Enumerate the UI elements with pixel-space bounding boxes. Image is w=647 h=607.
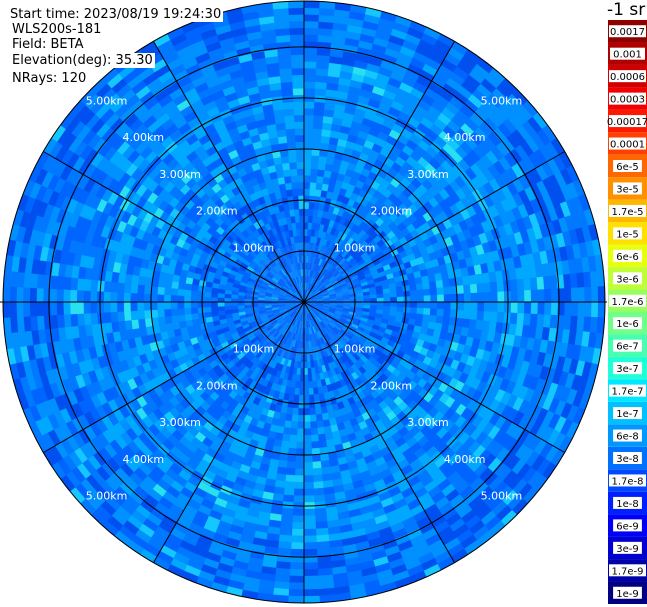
colorbar-tick-label: 0.0003 (610, 95, 645, 106)
colorbar-tick-label: 1.7e-5 (611, 207, 643, 218)
range-ring-label: 5.00km (481, 94, 523, 107)
range-ring-label: 3.00km (407, 168, 449, 181)
colorbar-tick-label: 6e-8 (616, 432, 639, 443)
colorbar-tick-label: 1.7e-9 (611, 566, 643, 577)
range-ring-label: 1.00km (233, 343, 275, 356)
colorbar-tick-label: 1e-6 (616, 319, 639, 330)
radial-line (153, 301, 305, 563)
range-ring-label: 2.00km (370, 379, 412, 392)
colorbar-tick-label: 6e-9 (616, 521, 639, 532)
radial-line (303, 301, 565, 453)
colorbar-tick-label: 1.7e-8 (611, 476, 643, 487)
colorbar-tick-label: 3e-8 (616, 454, 639, 465)
range-ring-label: 4.00km (444, 131, 486, 144)
colorbar-tick-label: 0.0017 (610, 27, 645, 38)
colorbar-tick-label: 0.001 (613, 50, 642, 61)
colorbar-tick-label: 0.0006 (610, 72, 645, 83)
colorbar-tick-label: 3e-5 (616, 184, 639, 195)
range-ring-label: 3.00km (407, 416, 449, 429)
elevation-label: Elevation(deg): 35.30 (10, 53, 155, 68)
colorbar-tick-label: 3e-7 (616, 364, 639, 375)
device-label: WLS200s-181 (12, 22, 102, 37)
range-ring-label: 4.00km (122, 131, 164, 144)
start-time-label: Start time: 2023/08/19 19:24:30 (8, 7, 224, 22)
range-ring-label: 1.00km (233, 241, 275, 254)
radial-line (43, 151, 305, 303)
range-ring-label: 4.00km (444, 453, 486, 466)
range-ring-label: 1.00km (334, 343, 376, 356)
range-ring-label: 2.00km (196, 379, 238, 392)
radial-line (303, 41, 455, 303)
colorbar: 1e-9 1.7e-9 3e-9 6e-9 1e-8 1.7e-8 3e-8 6e-8 1e-7… (607, 20, 647, 604)
range-ring-label: 5.00km (86, 94, 128, 107)
colorbar-tick-label: 6e-6 (616, 252, 639, 263)
colorbar-tick-label: 1.7e-7 (611, 387, 643, 398)
radial-line (303, 151, 565, 303)
radial-line (153, 41, 305, 303)
colorbar-tick-label: 1.7e-6 (611, 297, 643, 308)
range-ring-label: 3.00km (159, 416, 201, 429)
range-ring-label: 5.00km (481, 490, 523, 503)
range-ring-labels: 1.00km 1.00km 1.00km 1.00km 2.00km 2.00km 2.00… (86, 94, 522, 502)
colorbar-tick-label: 0.0001 (610, 140, 645, 151)
colorbar-tick-label: 1e-9 (616, 589, 639, 600)
radial-lines (0, 1, 607, 603)
radial-line (43, 301, 305, 453)
colorbar-tick-label: 6e-5 (616, 162, 639, 173)
nrays-label: NRays: 120 (12, 71, 87, 86)
colorbar-tick-label: 0.00017 (607, 117, 647, 128)
colorbar-tick-label: 3e-9 (616, 544, 639, 555)
range-ring-label: 5.00km (86, 490, 128, 503)
range-ring-label: 2.00km (196, 205, 238, 218)
range-ring-label: 4.00km (122, 453, 164, 466)
colorbar-tick-label: 6e-7 (616, 342, 639, 353)
range-ring-label: 1.00km (334, 241, 376, 254)
colorbar-tick-label: 1e-7 (616, 409, 639, 420)
colorbar-tick-label: 1e-8 (616, 499, 639, 510)
range-ring-label: 2.00km (370, 205, 412, 218)
field-label: Field: BETA (12, 37, 84, 52)
radial-line (303, 301, 455, 563)
colorbar-tick-label: 1e-5 (616, 229, 639, 240)
colorbar-tick-label: 3e-6 (616, 274, 639, 285)
range-ring-label: 3.00km (159, 168, 201, 181)
colorbar-title: -1 sr (607, 0, 646, 20)
